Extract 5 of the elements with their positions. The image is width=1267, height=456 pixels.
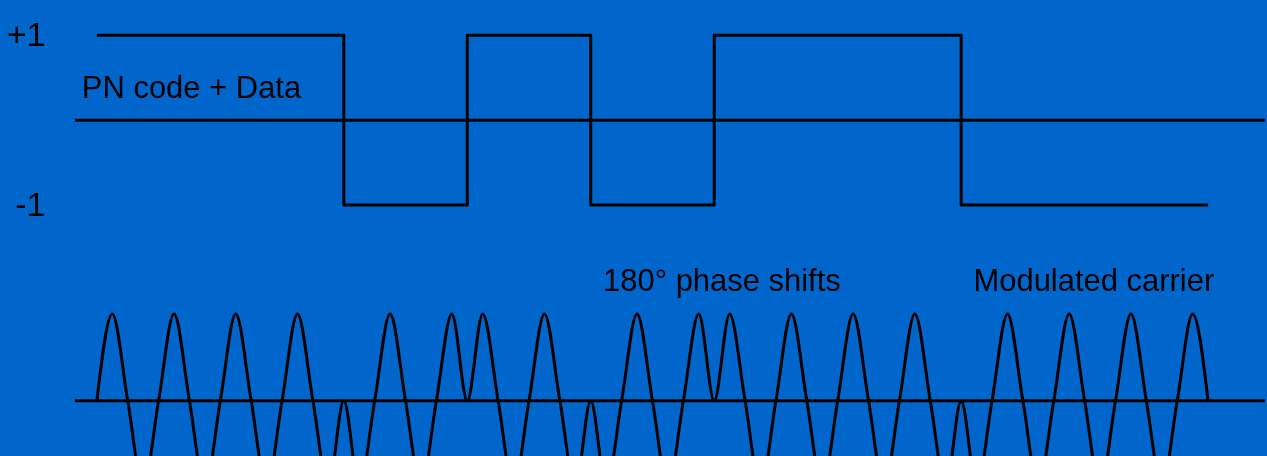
text: Modulated carrier: [973, 262, 1215, 298]
text: 180° phase shifts: [603, 262, 841, 298]
y-tick-label: -1: [15, 184, 46, 223]
y-tick-label: +1: [6, 14, 46, 53]
annotation: PN code + Data: [81, 70, 302, 106]
